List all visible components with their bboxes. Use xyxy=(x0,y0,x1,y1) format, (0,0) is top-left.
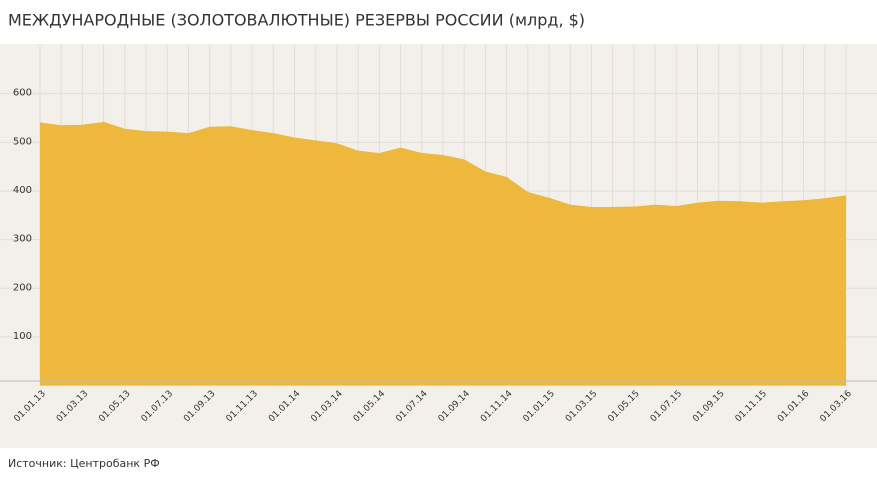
source-note: Источник: Центробанк РФ xyxy=(8,457,160,470)
y-tick-label: 500 xyxy=(13,136,32,147)
y-tick-label: 200 xyxy=(13,282,32,293)
y-tick-label: 300 xyxy=(13,234,32,245)
area xyxy=(40,121,846,386)
y-tick-label: 100 xyxy=(13,331,32,342)
y-tick-label: 600 xyxy=(13,88,32,99)
chart-title: МЕЖДУНАРОДНЫЕ (ЗОЛОТОВАЛЮТНЫЕ) РЕЗЕРВЫ Р… xyxy=(8,11,585,30)
y-tick-label: 400 xyxy=(13,185,32,196)
